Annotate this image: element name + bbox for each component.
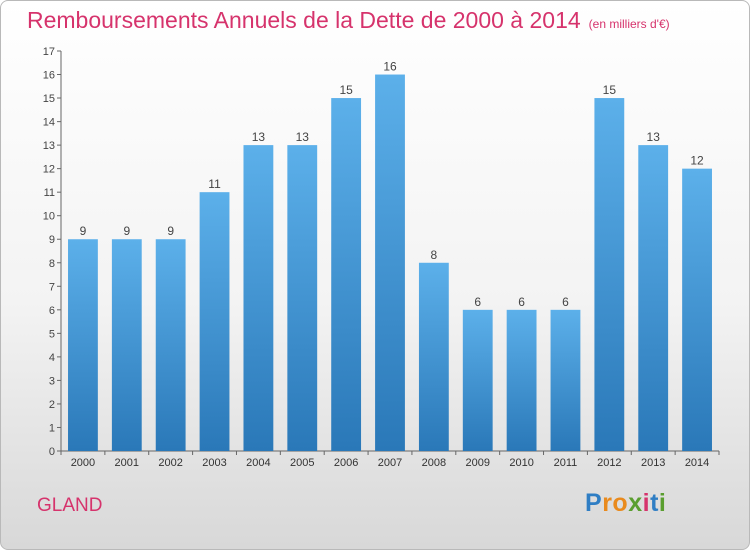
y-tick-label: 0 (49, 446, 55, 458)
y-tick-label: 17 (43, 46, 55, 58)
x-tick-label: 2004 (246, 457, 270, 469)
chart-bars: 9 9 9 11 13 13 15 16 8 6 6 6 15 13 12 (68, 60, 712, 452)
chart-title-text: Remboursements Annuels de la Dette de 20… (27, 7, 581, 33)
bar (287, 145, 318, 451)
bar-value-label: 13 (252, 130, 266, 144)
bar-value-label: 9 (123, 224, 130, 238)
bar (550, 309, 581, 451)
chart-subtitle: (en milliers d'€) (588, 17, 670, 31)
y-tick-label: 6 (49, 305, 55, 317)
y-tick-label: 10 (43, 211, 55, 223)
logo-letter: i (642, 489, 651, 517)
y-tick-label: 13 (43, 140, 55, 152)
y-tick-label: 12 (43, 164, 55, 176)
bar-value-label: 9 (80, 224, 87, 238)
x-tick-label: 2007 (378, 457, 402, 469)
logo-letter: o (612, 489, 629, 517)
bar-value-label: 6 (474, 295, 481, 309)
y-tick-label: 4 (49, 352, 55, 364)
bar (199, 192, 230, 452)
logo-letter: i (658, 489, 667, 517)
city-name: GLAND (37, 495, 103, 516)
bar-value-label: 6 (518, 295, 525, 309)
bar (155, 239, 186, 451)
bar-value-label: 9 (167, 224, 174, 238)
bar (594, 98, 625, 451)
bar-value-label: 11 (208, 177, 221, 191)
x-tick-label: 2010 (509, 457, 533, 469)
x-tick-label: 2014 (685, 457, 709, 469)
y-tick-label: 15 (43, 93, 55, 105)
chart-title: Remboursements Annuels de la Dette de 20… (27, 7, 670, 34)
bar (331, 98, 362, 451)
x-tick-label: 2006 (334, 457, 358, 469)
bar-value-label: 16 (383, 60, 397, 74)
logo-letter: x (628, 489, 643, 517)
y-tick-label: 2 (49, 399, 55, 411)
x-tick-label: 2008 (422, 457, 446, 469)
y-tick-label: 7 (49, 281, 55, 293)
x-tick-label: 2013 (641, 457, 665, 469)
logo-letter: r (602, 489, 613, 517)
x-tick-label: 2001 (115, 457, 139, 469)
y-tick-label: 11 (44, 187, 55, 199)
bar-value-label: 12 (690, 154, 704, 168)
y-tick-label: 3 (49, 375, 55, 387)
bar (682, 168, 712, 451)
bar (506, 309, 537, 451)
bar-value-label: 13 (647, 130, 661, 144)
bar (243, 145, 274, 451)
bar-value-label: 15 (603, 83, 617, 97)
y-tick-label: 14 (43, 117, 55, 129)
y-tick-label: 1 (49, 422, 55, 434)
bar (638, 145, 669, 451)
bar-value-label: 15 (339, 83, 353, 97)
proxiti-logo[interactable]: Proxiti (585, 489, 666, 518)
logo-letter: t (650, 489, 659, 517)
bar-value-label: 6 (562, 295, 569, 309)
x-tick-label: 2009 (465, 457, 489, 469)
logo-letter: P (585, 489, 603, 517)
y-tick-label: 16 (43, 70, 55, 82)
x-tick-label: 2011 (554, 457, 578, 469)
bar-value-label: 13 (296, 130, 310, 144)
x-tick-label: 2012 (597, 457, 621, 469)
y-tick-label: 8 (49, 258, 55, 270)
x-tick-label: 2000 (71, 457, 95, 469)
y-tick-label: 5 (49, 328, 55, 340)
x-tick-label: 2002 (158, 457, 182, 469)
bar-value-label: 8 (431, 248, 438, 262)
bar (68, 239, 98, 451)
y-tick-label: 9 (49, 234, 55, 246)
x-tick-label: 2005 (290, 457, 314, 469)
bar (375, 74, 405, 451)
bar (111, 239, 142, 451)
bar (418, 262, 449, 451)
bar (462, 309, 493, 451)
x-tick-label: 2003 (202, 457, 226, 469)
